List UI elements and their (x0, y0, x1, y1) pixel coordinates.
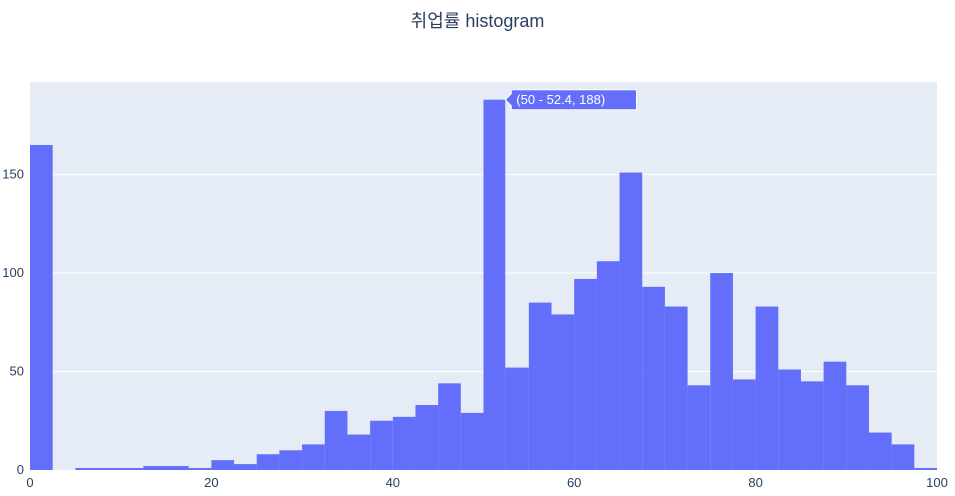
histogram-bar[interactable] (710, 273, 733, 470)
histogram-bar[interactable] (596, 261, 620, 470)
x-tick-label: 40 (386, 475, 400, 490)
chart-title: 취업률 histogram (410, 11, 545, 31)
histogram-bar[interactable] (642, 286, 665, 470)
histogram-bar[interactable] (75, 468, 99, 470)
histogram-bar[interactable] (528, 302, 552, 470)
histogram-bar[interactable] (868, 432, 892, 470)
histogram-bar[interactable] (166, 466, 189, 470)
histogram-bar[interactable] (891, 444, 915, 470)
y-tick-label: 50 (10, 364, 24, 379)
histogram-bar[interactable] (234, 464, 257, 470)
y-tick-label: 100 (2, 265, 24, 280)
histogram-bar[interactable] (30, 145, 53, 470)
histogram-bar[interactable] (347, 434, 371, 470)
histogram-bar[interactable] (574, 278, 597, 470)
histogram-bar[interactable] (755, 306, 779, 470)
histogram-bar[interactable] (800, 381, 824, 470)
histogram-bar[interactable] (143, 466, 167, 470)
hover-tooltip-text: (50 - 52.4, 188) (516, 92, 605, 107)
histogram-bar[interactable] (846, 385, 869, 470)
histogram-bar[interactable] (778, 369, 801, 470)
histogram-bar[interactable] (279, 450, 303, 470)
histogram-bar[interactable] (98, 468, 121, 470)
histogram-bar[interactable] (256, 454, 280, 470)
histogram-bar[interactable] (732, 379, 756, 470)
histogram-bar[interactable] (460, 412, 484, 470)
x-tick-label: 80 (748, 475, 762, 490)
hover-tooltip-box (504, 89, 637, 111)
histogram-bar[interactable] (302, 444, 325, 470)
histogram-bar[interactable] (324, 410, 348, 470)
histogram-bar[interactable] (914, 468, 937, 470)
y-tick-label: 0 (17, 462, 24, 477)
histogram-bar[interactable] (664, 306, 688, 470)
histogram-bar[interactable] (505, 367, 529, 470)
x-tick-label: 60 (567, 475, 581, 490)
histogram-bar[interactable] (120, 468, 144, 470)
histogram-bar[interactable] (188, 468, 212, 470)
y-tick-label: 150 (2, 167, 24, 182)
histogram-bar[interactable] (438, 383, 461, 470)
x-tick-label: 0 (26, 475, 33, 490)
x-tick-label: 20 (204, 475, 218, 490)
histogram-bar[interactable] (483, 99, 506, 470)
histogram-bar[interactable] (211, 460, 235, 470)
histogram-bar[interactable] (619, 172, 643, 470)
histogram-bar[interactable] (687, 385, 711, 470)
x-tick-label: 100 (926, 475, 948, 490)
histogram-bar[interactable] (551, 314, 575, 470)
histogram-bar[interactable] (823, 361, 847, 470)
histogram-bar[interactable] (392, 416, 416, 470)
histogram-bar[interactable] (370, 420, 393, 470)
histogram-bar[interactable] (415, 405, 439, 470)
